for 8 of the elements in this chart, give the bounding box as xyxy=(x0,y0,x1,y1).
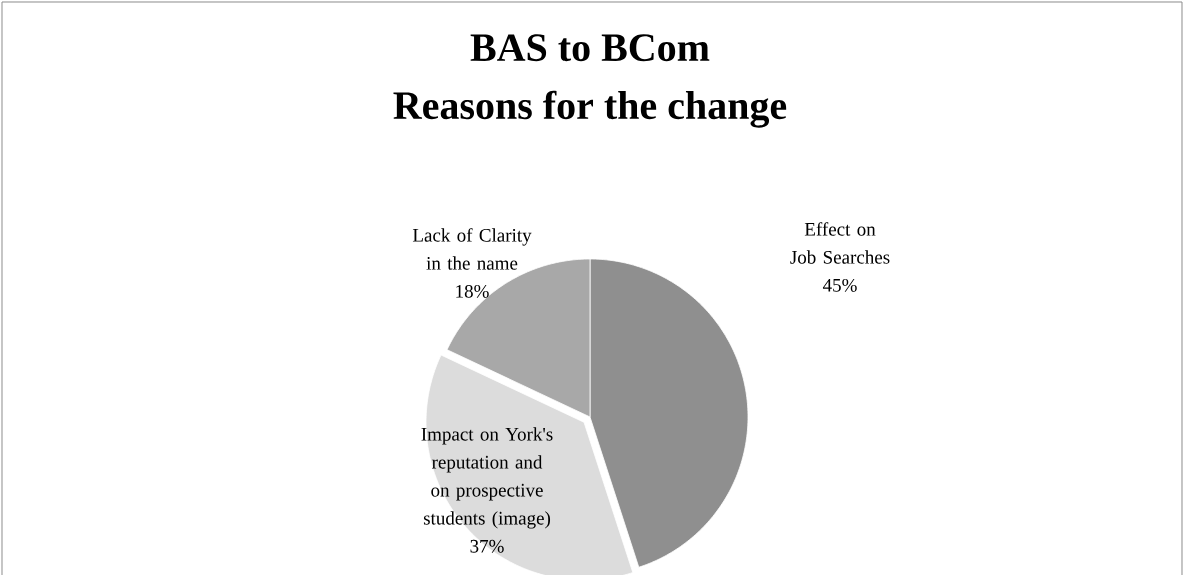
slice-label: Lack of Clarity in the name xyxy=(412,228,532,270)
data-label: 45% xyxy=(822,278,857,292)
chart-subtitle: Reasons for the change xyxy=(393,90,787,128)
slice-label: Effect on Job Searches xyxy=(790,222,890,264)
data-label: 37% xyxy=(470,539,504,553)
slice-label: Impact on York's reputation and on prospective students (image) xyxy=(421,427,553,529)
chart-title: BAS to BCom xyxy=(470,34,710,62)
data-label: 18% xyxy=(456,284,489,298)
